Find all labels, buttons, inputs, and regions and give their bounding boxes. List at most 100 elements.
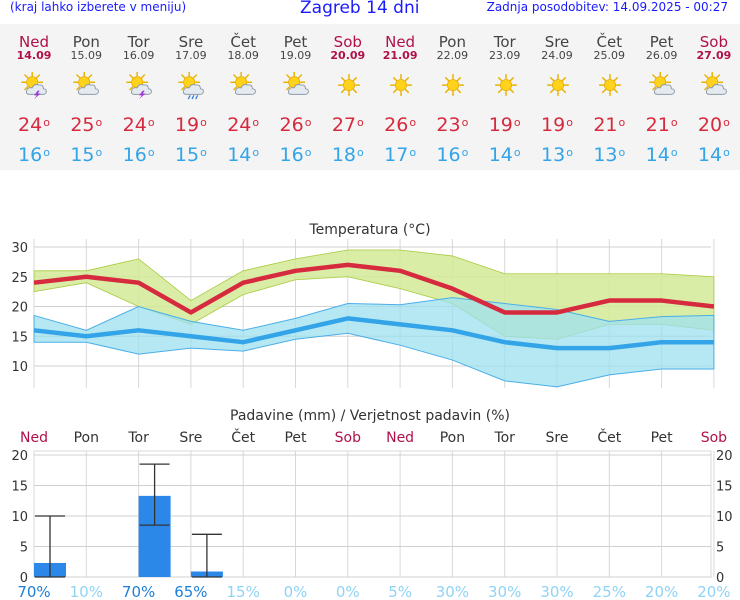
precip-day-label: Tor xyxy=(127,430,149,446)
min-temp-value: 18 xyxy=(331,144,357,166)
day-name: Sob xyxy=(699,33,728,51)
max-temp-value: 21 xyxy=(645,114,670,136)
raindrop-shape xyxy=(187,95,191,100)
sun-icon xyxy=(442,74,465,97)
partly-cloudy-rain-icon xyxy=(178,72,204,100)
precip-day-label: Pet xyxy=(284,430,307,446)
sun-shape xyxy=(599,74,622,97)
day-name: Pon xyxy=(72,33,100,51)
max-temp-value: 20 xyxy=(697,114,723,136)
min-temp-value: 15 xyxy=(174,144,200,166)
min-temp: 16o xyxy=(8,144,60,166)
day-name: Sre xyxy=(178,33,204,51)
max-temp-value: 24 xyxy=(227,114,252,136)
degree-symbol: o xyxy=(304,116,312,129)
day-forecast: Ned 14.09 24o 16o xyxy=(8,24,60,170)
day-forecast: Sob 20.09 27o 18o xyxy=(322,24,374,170)
degree-symbol: o xyxy=(252,116,260,129)
temp-y-tick-label: 30 xyxy=(11,241,28,256)
max-temp: 24o xyxy=(113,114,165,136)
max-temp: 19o xyxy=(165,114,217,136)
degree-symbol: o xyxy=(409,146,417,159)
max-temp: 24o xyxy=(8,114,60,136)
degree-symbol: o xyxy=(409,116,417,129)
precip-y-tick-label-right: 10 xyxy=(716,510,733,525)
day-date: 14.09 xyxy=(16,49,52,62)
partly-cloudy-icon xyxy=(73,72,100,95)
precip-y-tick-label-left: 15 xyxy=(11,480,28,495)
degree-symbol: o xyxy=(670,146,678,159)
day-name: Ned xyxy=(19,33,49,51)
min-temp: 13o xyxy=(531,144,583,166)
max-temp-value: 19 xyxy=(488,114,513,136)
precipitation-probability-label: 25% xyxy=(593,583,626,600)
degree-symbol: o xyxy=(43,146,50,159)
max-temp: 27o xyxy=(322,114,374,136)
min-temp-value: 14 xyxy=(488,144,513,166)
degree-symbol: o xyxy=(723,146,730,159)
cloud-shape xyxy=(287,84,309,95)
max-temp-value: 27 xyxy=(331,114,357,136)
precip-day-label: Sre xyxy=(546,430,569,446)
precipitation-probability-label: 20% xyxy=(645,583,678,600)
min-temp-value: 14 xyxy=(697,144,723,166)
menu-hint-link[interactable]: (kraj lahko izberete v meniju) xyxy=(10,0,187,14)
max-temp: 19o xyxy=(479,114,531,136)
sun-icon xyxy=(599,74,622,97)
cloud-shape xyxy=(653,84,675,95)
day-name: Čet xyxy=(596,33,623,51)
day-forecast: Sre 24.09 19o 13o xyxy=(531,24,583,170)
sun-shape xyxy=(442,74,465,97)
min-temp-range-band xyxy=(33,297,715,388)
min-temp: 17o xyxy=(374,144,426,166)
day-name: Pet xyxy=(283,33,308,51)
sun-icon xyxy=(337,74,360,97)
precip-y-tick-label-left: 0 xyxy=(20,571,28,586)
max-temp: 25o xyxy=(60,114,112,136)
day-forecast: Pet 19.09 26o 16o xyxy=(270,24,322,170)
precipitation-probability-label: 10% xyxy=(70,583,103,600)
min-temp-value: 15 xyxy=(70,144,95,166)
lightning-shape xyxy=(138,90,146,100)
max-temp-line xyxy=(33,262,715,315)
partly-cloudy-icon xyxy=(701,72,727,95)
degree-symbol: o xyxy=(95,116,103,129)
max-temp-value: 24 xyxy=(18,114,43,136)
sun-shape xyxy=(390,74,413,97)
precip-day-label: Tor xyxy=(493,430,515,446)
partly-cloudy-icon xyxy=(282,72,309,95)
degree-symbol: o xyxy=(513,116,521,129)
degree-symbol: o xyxy=(357,116,364,129)
degree-symbol: o xyxy=(723,116,730,129)
degree-symbol: o xyxy=(670,116,678,129)
cloud-shape xyxy=(130,84,152,95)
temp-y-tick-label: 25 xyxy=(11,271,28,286)
day-forecast: Čet 18.09 24o 14o xyxy=(217,24,269,170)
precip-day-label: Pon xyxy=(440,430,465,446)
day-forecast: Tor 16.09 24o 16o xyxy=(113,24,165,170)
day-date: 15.09 xyxy=(70,49,103,62)
min-temp-value: 14 xyxy=(645,144,670,166)
sun-icon xyxy=(546,74,570,97)
precipitation-probability-label: 5% xyxy=(388,583,412,600)
degree-symbol: o xyxy=(357,146,364,159)
degree-symbol: o xyxy=(461,146,469,159)
precipitation-probability-label: 20% xyxy=(697,583,730,600)
max-temp: 21o xyxy=(636,114,688,136)
precipitation-probability-label: 30% xyxy=(488,583,521,600)
min-temp-value: 17 xyxy=(384,144,409,166)
precipitation-error-bar xyxy=(139,463,170,526)
charts-area: Temperatura (°C)vreme.us1015202530Padavi… xyxy=(11,222,733,600)
min-temp-value: 16 xyxy=(18,144,43,166)
min-temp-value: 16 xyxy=(122,144,147,166)
cloud-shape xyxy=(25,84,47,95)
precip-day-label: Pon xyxy=(74,430,99,446)
precipitation-probability-label: 70% xyxy=(122,583,155,600)
max-temp-value: 19 xyxy=(174,114,200,136)
degree-symbol: o xyxy=(566,116,573,129)
max-temp: 23o xyxy=(426,114,478,136)
day-date: 25.09 xyxy=(593,49,626,62)
day-name: Ned xyxy=(385,33,416,51)
day-name: Tor xyxy=(493,33,516,51)
day-forecast: Tor 23.09 19o 14o xyxy=(479,24,531,170)
